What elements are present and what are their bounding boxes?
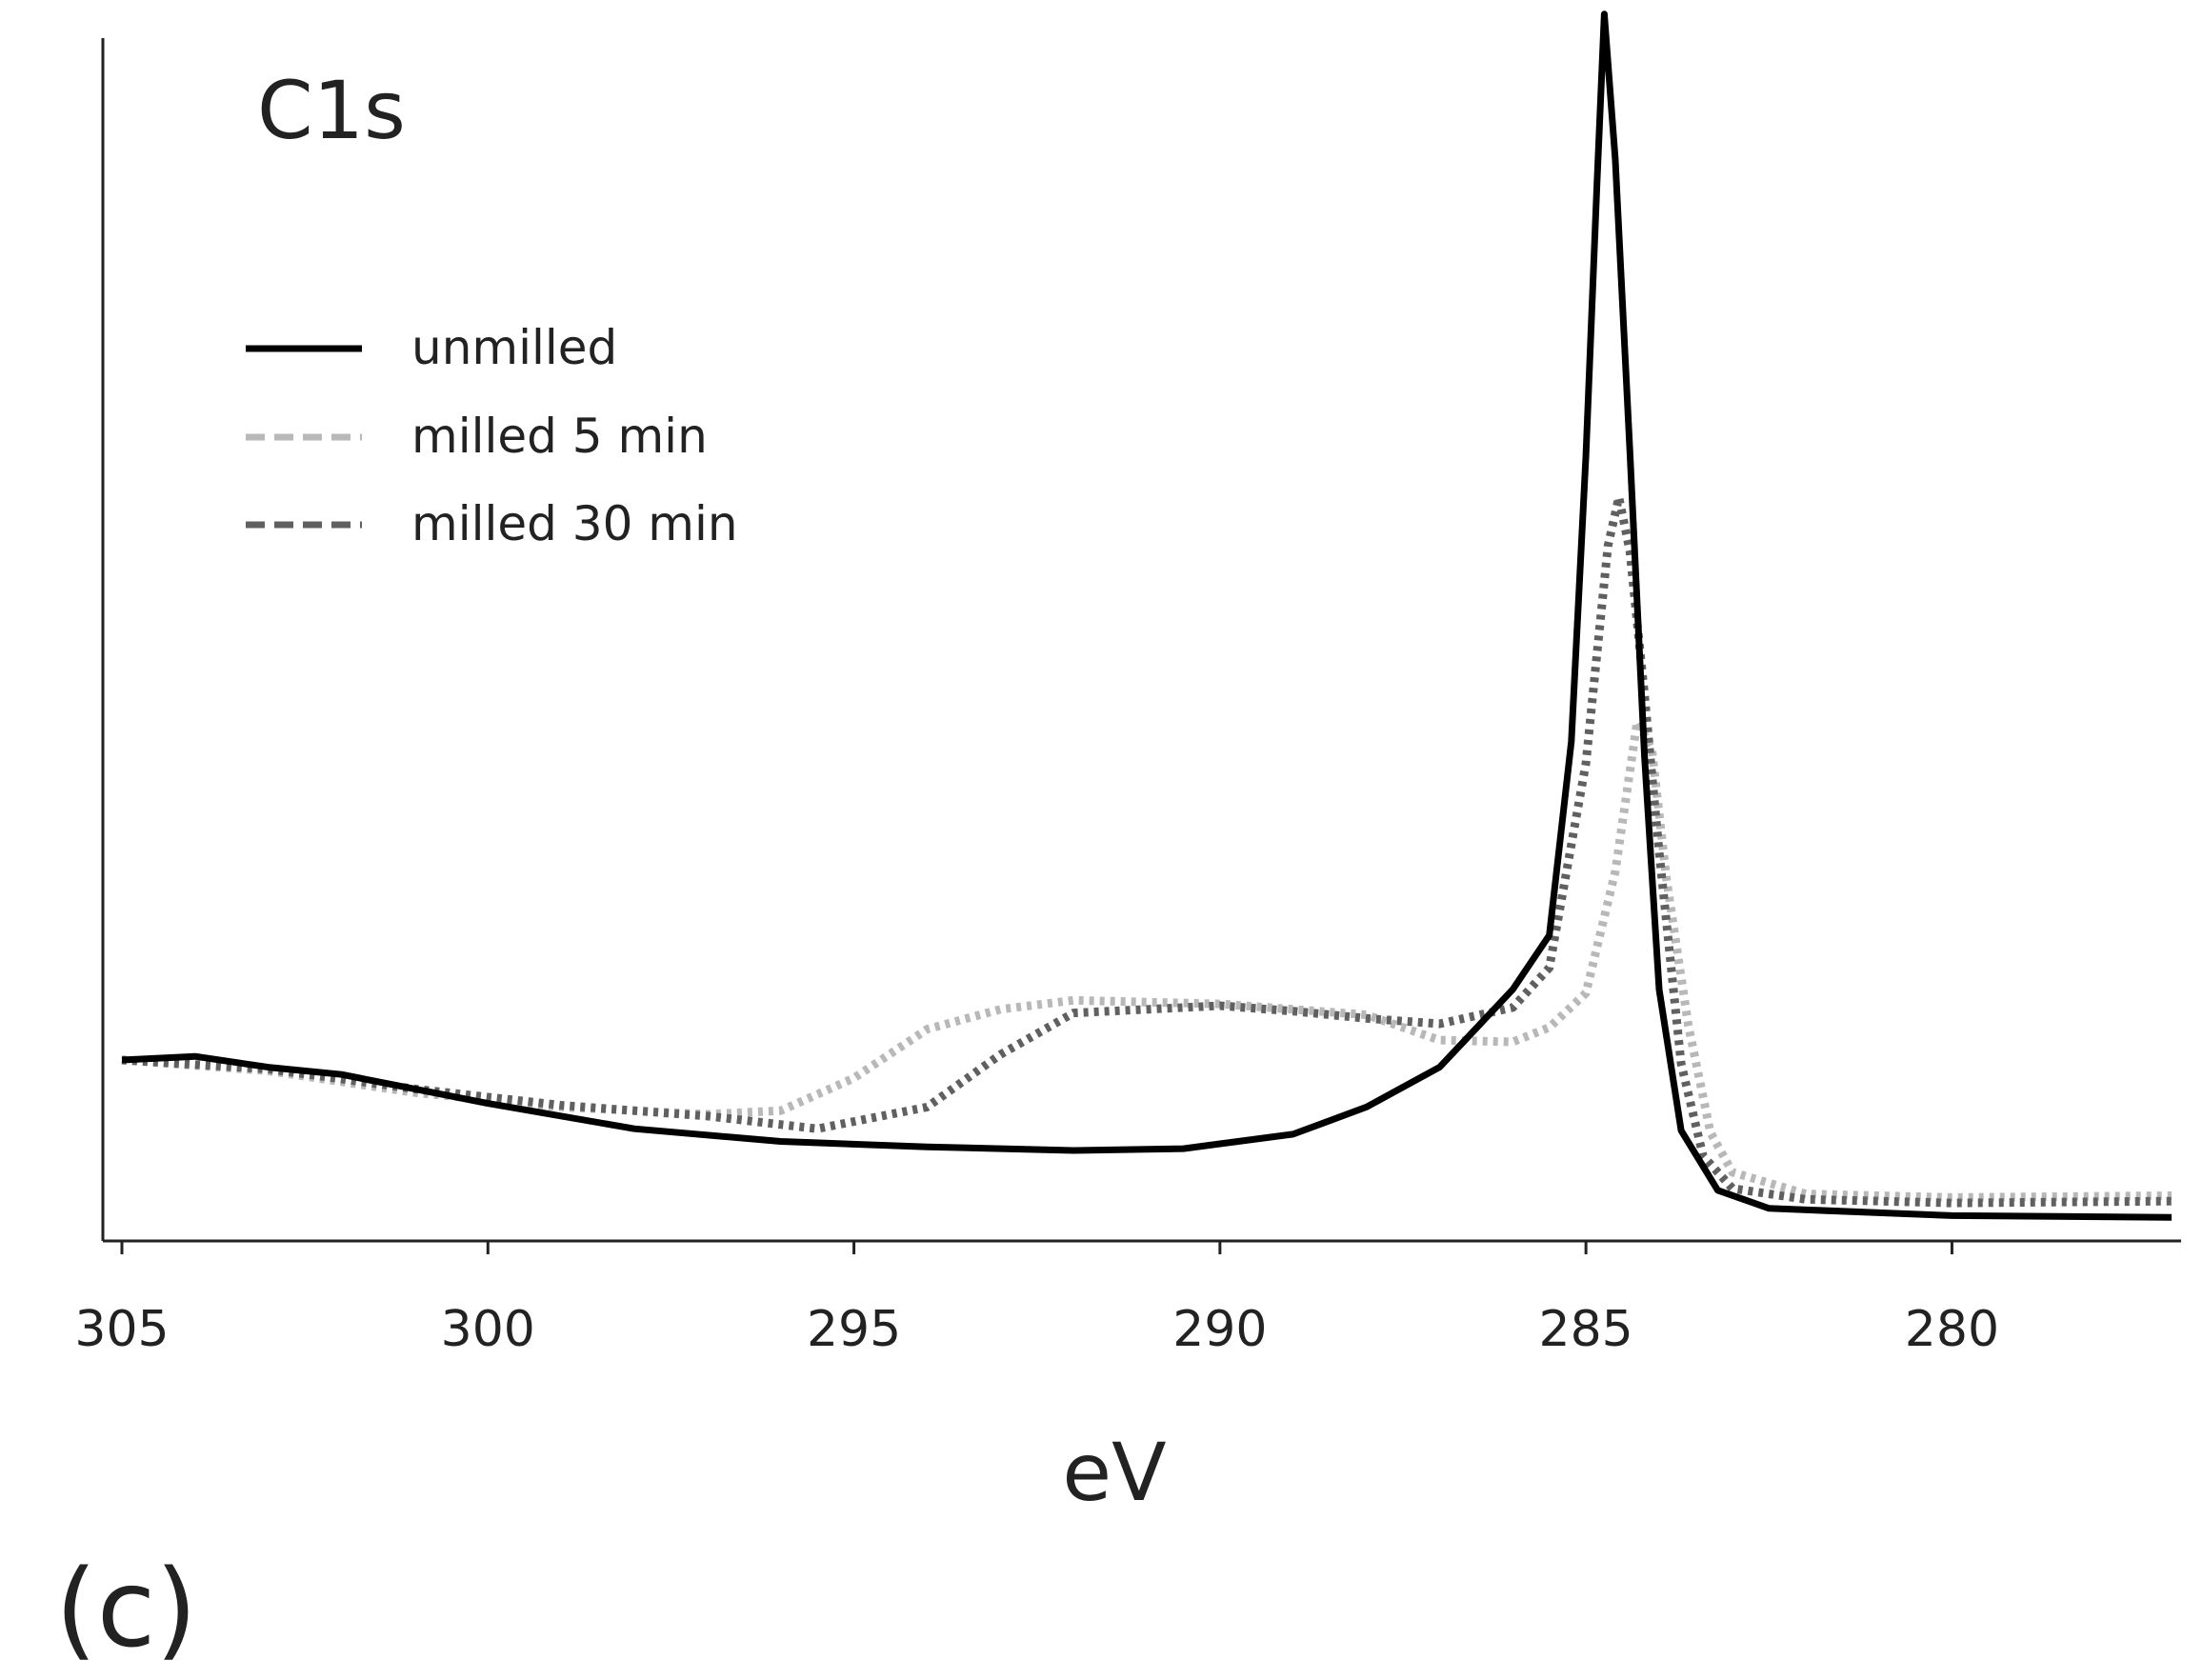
series-line-unmilled (121, 10, 2173, 1221)
series-layer (121, 10, 2173, 1221)
series-line-milled-30-min (121, 492, 2173, 1208)
legend-label: milled 30 min (411, 496, 738, 551)
series-line-milled-5-min (121, 717, 2173, 1202)
x-tick-label: 290 (1172, 1301, 1267, 1358)
panel-label: (c) (55, 1548, 197, 1671)
x-tick-layer: 305 300 295 290 285 280 (74, 1241, 1999, 1358)
x-tick-label: 305 (74, 1301, 169, 1358)
x-axis-label: eV (1062, 1426, 1166, 1519)
x-tick-label: 280 (1905, 1301, 1999, 1358)
x-tick-label: 285 (1539, 1301, 1633, 1358)
x-tick-label: 295 (807, 1301, 901, 1358)
legend-label: unmilled (411, 320, 617, 375)
x-tick-label: 300 (441, 1301, 535, 1358)
legend-label: milled 5 min (411, 409, 708, 464)
spectrum-annotation: C1s (257, 64, 406, 157)
legend: unmilled milled 5 min milled 30 min (246, 320, 738, 551)
